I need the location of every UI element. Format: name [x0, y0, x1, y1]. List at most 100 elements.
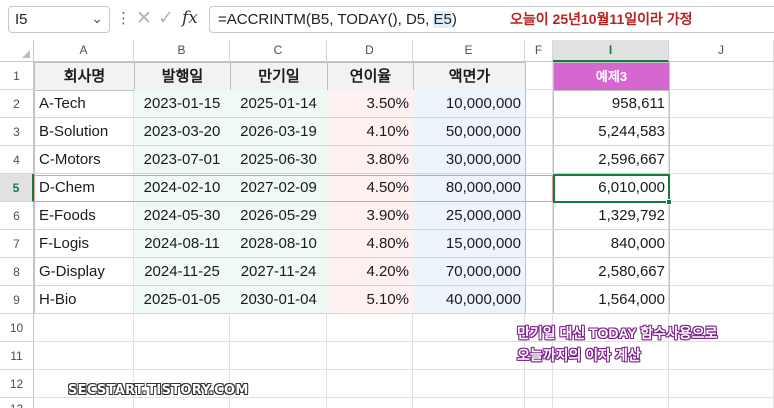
grid-cell[interactable]: [525, 398, 553, 408]
grid-cell[interactable]: [525, 258, 553, 286]
cell-company[interactable]: C-Motors: [34, 146, 135, 174]
grid-cell[interactable]: [553, 314, 669, 342]
grid-cell[interactable]: [669, 174, 774, 202]
grid-cell[interactable]: [413, 342, 525, 370]
cell-maturity-date[interactable]: 2025-06-30: [230, 146, 328, 174]
cell-example-value[interactable]: 2,580,667: [553, 258, 670, 286]
grid-cell[interactable]: [525, 342, 553, 370]
column-header-c[interactable]: C: [230, 40, 327, 62]
cell-maturity-date[interactable]: 2027-11-24: [230, 258, 328, 286]
grid-cell[interactable]: [669, 146, 774, 174]
cell-maturity-date[interactable]: 2028-08-10: [230, 230, 328, 258]
row-header-12[interactable]: 12: [0, 370, 34, 398]
grid-cell[interactable]: [525, 90, 553, 118]
grid-cell[interactable]: [553, 398, 669, 408]
grid-cell[interactable]: [669, 342, 774, 370]
cell-example-value[interactable]: 2,596,667: [553, 146, 670, 174]
row-header-7[interactable]: 7: [0, 230, 34, 258]
cell-face-value[interactable]: 30,000,000: [413, 146, 526, 174]
grid-cell[interactable]: [34, 314, 134, 342]
grid-cell[interactable]: [669, 118, 774, 146]
grid-cell[interactable]: [230, 314, 327, 342]
cell-issue-date[interactable]: 2024-02-10: [134, 174, 231, 202]
cell-face-value[interactable]: 15,000,000: [413, 230, 526, 258]
grid-cell[interactable]: [327, 342, 413, 370]
cell-face-value[interactable]: 50,000,000: [413, 118, 526, 146]
grid-cell[interactable]: [525, 174, 553, 202]
grid-cell[interactable]: [327, 314, 413, 342]
cell-maturity-date[interactable]: 2030-01-04: [230, 286, 328, 314]
cell-issue-date[interactable]: 2024-08-11: [134, 230, 231, 258]
cell-example-value[interactable]: 1,329,792: [553, 202, 670, 230]
grid-cell[interactable]: [413, 370, 525, 398]
row-header-4[interactable]: 4: [0, 146, 34, 174]
cell-rate[interactable]: 4.80%: [327, 230, 414, 258]
grid-cell[interactable]: [669, 230, 774, 258]
grid-cell[interactable]: [34, 370, 134, 398]
cell-example-value[interactable]: 6,010,000: [553, 174, 670, 202]
grid-cell[interactable]: [230, 342, 327, 370]
column-header-a[interactable]: A: [34, 40, 134, 62]
cell-rate[interactable]: 4.10%: [327, 118, 414, 146]
column-header-e[interactable]: E: [413, 40, 525, 62]
grid-cell[interactable]: [134, 342, 230, 370]
cell-company[interactable]: G-Display: [34, 258, 135, 286]
cell-issue-date[interactable]: 2023-01-15: [134, 90, 231, 118]
grid-cell[interactable]: [413, 398, 525, 408]
select-all-corner[interactable]: [0, 40, 34, 62]
cell-example-value[interactable]: 5,244,583: [553, 118, 670, 146]
header-face-value[interactable]: 액면가: [413, 62, 526, 91]
cell-face-value[interactable]: 10,000,000: [413, 90, 526, 118]
row-header-3[interactable]: 3: [0, 118, 34, 146]
enter-check-icon[interactable]: ✓: [158, 8, 174, 29]
cell-issue-date[interactable]: 2024-11-25: [134, 258, 231, 286]
column-header-f[interactable]: F: [525, 40, 553, 62]
column-header-j[interactable]: J: [669, 40, 774, 62]
cell-company[interactable]: A-Tech: [34, 90, 135, 118]
grid-cell[interactable]: [669, 202, 774, 230]
cell-example-value[interactable]: 840,000: [553, 230, 670, 258]
insert-function-icon[interactable]: fx: [182, 8, 198, 28]
grid-cell[interactable]: [327, 370, 413, 398]
grid-cell[interactable]: [669, 286, 774, 314]
grid-cell[interactable]: [230, 398, 327, 408]
cell-company[interactable]: F-Logis: [34, 230, 135, 258]
cell-rate[interactable]: 3.50%: [327, 90, 414, 118]
header-issue-date[interactable]: 발행일: [134, 62, 231, 91]
grid-cell[interactable]: [134, 314, 230, 342]
grid-cell[interactable]: [34, 342, 134, 370]
grid-cell[interactable]: [553, 370, 669, 398]
row-header-11[interactable]: 11: [0, 342, 34, 370]
grid-cell[interactable]: [669, 90, 774, 118]
grid-cell[interactable]: [525, 62, 553, 90]
header-maturity-date[interactable]: 만기일: [230, 62, 328, 91]
grid-cell[interactable]: [525, 118, 553, 146]
cell-issue-date[interactable]: 2023-07-01: [134, 146, 231, 174]
cell-issue-date[interactable]: 2025-01-05: [134, 286, 231, 314]
row-header-9[interactable]: 9: [0, 286, 34, 314]
cell-maturity-date[interactable]: 2025-01-14: [230, 90, 328, 118]
header-company[interactable]: 회사명: [34, 62, 135, 91]
row-header-1[interactable]: 1: [0, 62, 34, 90]
grid-cell[interactable]: [525, 146, 553, 174]
fill-handle[interactable]: [666, 199, 672, 205]
header-example[interactable]: 예제3: [553, 62, 670, 91]
cell-example-value[interactable]: 958,611: [553, 90, 670, 118]
grid-cell[interactable]: [134, 370, 230, 398]
cell-rate[interactable]: 4.50%: [327, 174, 414, 202]
cell-face-value[interactable]: 80,000,000: [413, 174, 526, 202]
column-header-i[interactable]: I: [553, 40, 669, 62]
grid-cell[interactable]: [413, 314, 525, 342]
grid-cell[interactable]: [525, 314, 553, 342]
grid-cell[interactable]: [669, 62, 774, 90]
cell-maturity-date[interactable]: 2026-05-29: [230, 202, 328, 230]
cell-maturity-date[interactable]: 2026-03-19: [230, 118, 328, 146]
name-box[interactable]: I5 ⌄: [8, 6, 110, 33]
grid-cell[interactable]: [525, 370, 553, 398]
row-header-8[interactable]: 8: [0, 258, 34, 286]
cell-company[interactable]: H-Bio: [34, 286, 135, 314]
formula-input[interactable]: =ACCRINTM(B5, TODAY(), D5, E5): [209, 6, 774, 33]
cell-issue-date[interactable]: 2023-03-20: [134, 118, 231, 146]
row-header-2[interactable]: 2: [0, 90, 34, 118]
cell-issue-date[interactable]: 2024-05-30: [134, 202, 231, 230]
